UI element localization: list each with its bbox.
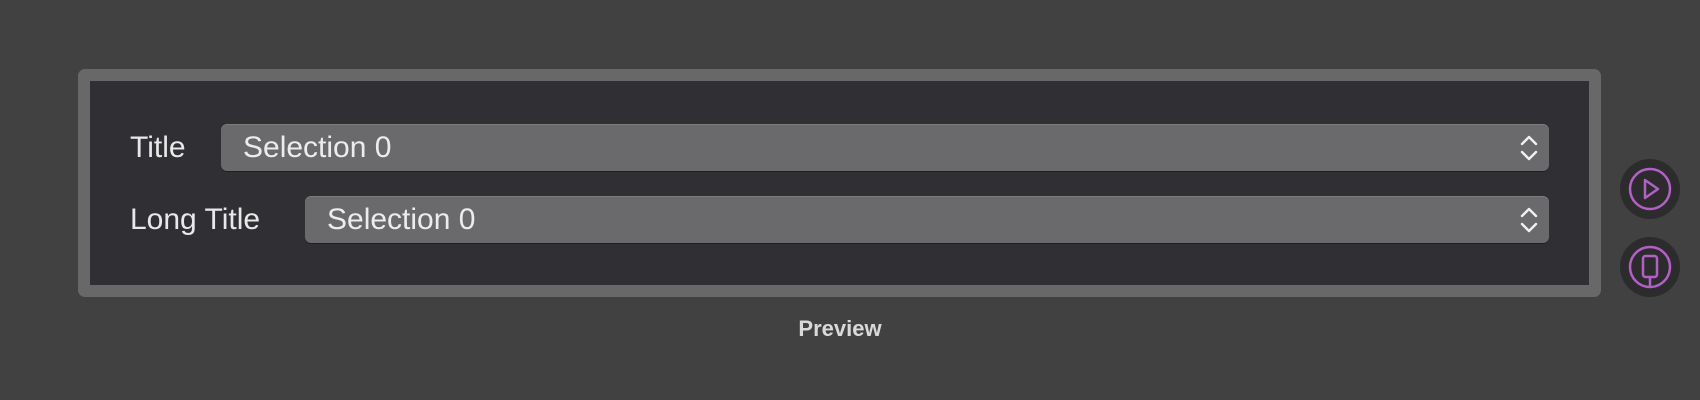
long-title-label: Long Title <box>130 202 261 236</box>
title-popup-value: Selection 0 <box>243 130 392 164</box>
chevron-up-down-icon <box>1520 207 1538 233</box>
long-title-popup-button[interactable]: Selection 0 <box>305 196 1549 243</box>
form-row-title: Title Selection 0 <box>130 124 1549 171</box>
preview-caption: Preview <box>798 316 882 341</box>
preview-canvas: Title Selection 0 Long Title Selection 0 <box>90 81 1589 285</box>
live-preview-button[interactable] <box>1620 159 1680 219</box>
chevron-up-down-icon <box>1520 135 1538 161</box>
device-icon <box>1628 245 1672 289</box>
long-title-popup-value: Selection 0 <box>327 202 476 236</box>
title-label: Title <box>130 130 186 164</box>
form-row-long-title: Long Title Selection 0 <box>130 196 1549 243</box>
preview-on-device-button[interactable] <box>1620 237 1680 297</box>
preview-device-frame: Title Selection 0 Long Title Selection 0 <box>78 69 1601 297</box>
play-icon <box>1628 167 1672 211</box>
title-popup-button[interactable]: Selection 0 <box>221 124 1549 171</box>
